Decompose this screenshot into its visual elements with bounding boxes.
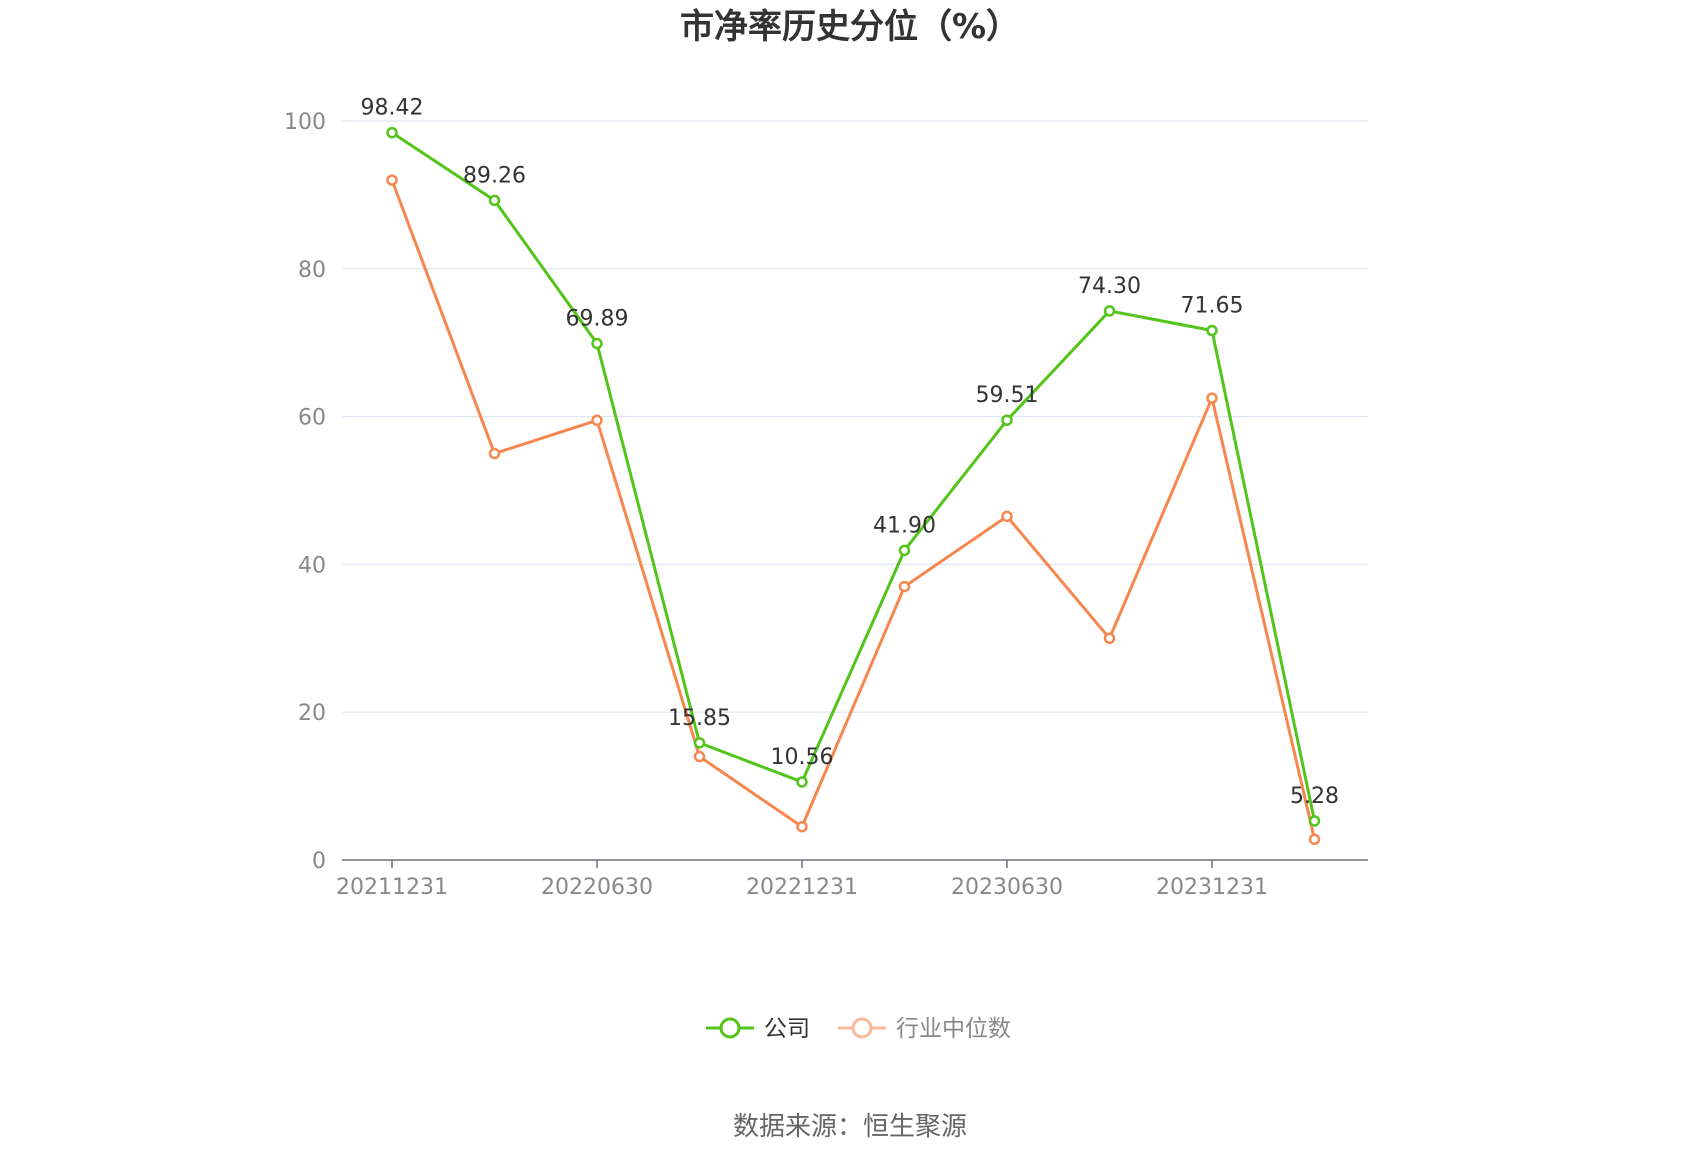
source-note: 数据来源：恒生聚源 <box>733 1112 967 1142</box>
data-label: 69.89 <box>566 307 629 332</box>
data-point[interactable] <box>796 776 808 788</box>
data-point[interactable] <box>898 580 911 593</box>
data-point[interactable] <box>386 174 398 186</box>
axes: 0 20 40 60 80 100 20211231 20220630 20221231 2023… <box>284 110 1368 900</box>
data-point[interactable] <box>1001 414 1013 426</box>
chart-title: 市净率历史分位（%） <box>680 7 1020 47</box>
data-point[interactable] <box>693 737 706 749</box>
data-point[interactable] <box>488 447 501 460</box>
data-point[interactable] <box>693 750 706 763</box>
x-tick-label: 20211231 <box>336 875 448 900</box>
legend-circle-icon <box>851 1017 873 1039</box>
legend[interactable]: 公司 行业中位数 <box>706 1016 1011 1042</box>
series-line-industry-median <box>390 179 1316 840</box>
legend-label: 公司 <box>764 1016 810 1042</box>
data-point[interactable] <box>1001 510 1013 523</box>
data-point[interactable] <box>488 194 501 207</box>
data-label: 15.85 <box>668 706 731 731</box>
data-point[interactable] <box>898 544 911 557</box>
data-label: 89.26 <box>463 163 526 188</box>
data-point[interactable] <box>386 126 398 139</box>
series-lines <box>386 126 1321 846</box>
y-tick-label: 40 <box>298 553 326 578</box>
data-point[interactable] <box>1308 815 1321 827</box>
legend-label: 行业中位数 <box>896 1016 1011 1042</box>
y-tick-label: 80 <box>298 258 326 283</box>
y-tick-label: 100 <box>284 110 326 135</box>
data-point[interactable] <box>591 337 603 350</box>
x-tick-label: 20221231 <box>746 875 858 900</box>
data-point[interactable] <box>796 820 808 833</box>
x-tick-label: 20231231 <box>1156 875 1268 900</box>
data-point[interactable] <box>1206 392 1218 404</box>
y-tick-label: 20 <box>298 701 326 726</box>
y-tick-label: 0 <box>312 849 326 874</box>
data-labels: 98.42 89.26 69.89 15.85 10.56 41.90 59.51 74.30… <box>361 96 1339 809</box>
data-point[interactable] <box>1103 305 1116 317</box>
data-point[interactable] <box>1206 324 1218 337</box>
data-label: 41.90 <box>873 513 936 538</box>
data-point[interactable] <box>1308 833 1321 846</box>
y-tick-label: 60 <box>298 406 326 431</box>
data-label: 74.30 <box>1078 274 1141 299</box>
x-tick-label: 20230630 <box>951 875 1063 900</box>
legend-item-industry-median[interactable]: 行业中位数 <box>838 1016 1011 1042</box>
x-tick-label: 20220630 <box>541 875 653 900</box>
data-label: 10.56 <box>771 745 834 770</box>
data-label: 5.28 <box>1290 784 1339 809</box>
series-line-company <box>391 131 1316 822</box>
legend-circle-icon <box>719 1017 741 1039</box>
grid-lines <box>342 120 1368 713</box>
data-point[interactable] <box>1103 632 1116 645</box>
data-label: 59.51 <box>976 383 1039 408</box>
legend-item-company[interactable]: 公司 <box>706 1016 810 1042</box>
data-label: 98.42 <box>361 96 424 121</box>
data-label: 71.65 <box>1181 294 1244 319</box>
data-point[interactable] <box>591 414 603 427</box>
